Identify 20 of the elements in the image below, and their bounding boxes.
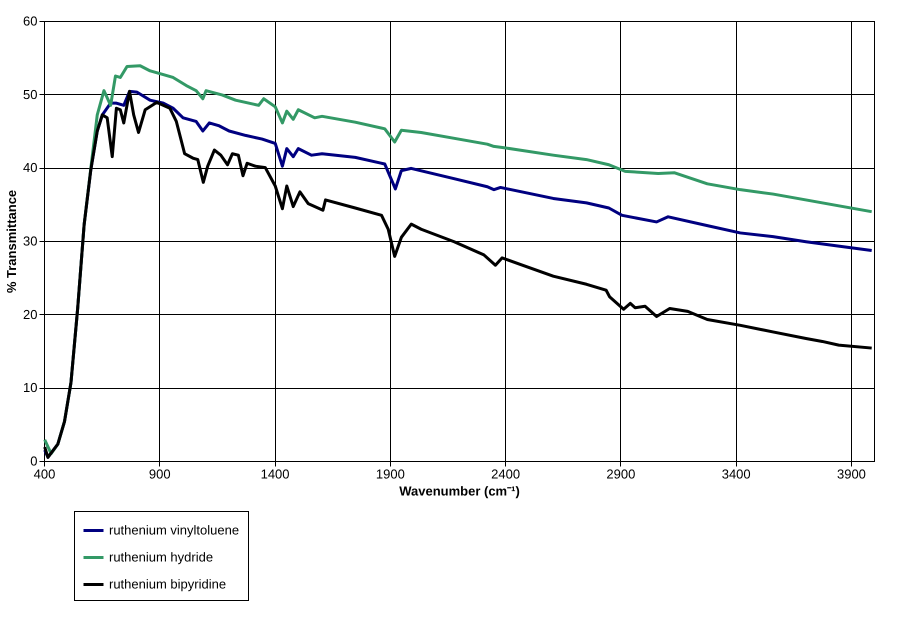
x-tick-label: 3900: [836, 466, 866, 482]
legend-label: ruthenium vinyltoluene: [109, 522, 240, 538]
x-tick-label: 1400: [260, 466, 290, 482]
y-tick-label: 0: [30, 454, 38, 468]
x-tick-label: 1900: [376, 466, 405, 482]
legend-label: ruthenium hydride: [109, 550, 214, 564]
x-axis-title: Wavenumber (cm⁻¹): [399, 484, 520, 498]
y-tick-label: 20: [23, 306, 38, 322]
y-axis-title: % Transmittance: [4, 190, 20, 294]
y-tick-label: 10: [23, 380, 38, 396]
x-tick-label: 400: [34, 466, 56, 482]
legend-label: ruthenium bipyridine: [109, 576, 226, 592]
y-tick-label: 50: [23, 86, 38, 102]
x-tick-label: 3400: [722, 466, 751, 482]
x-tick-label: 900: [148, 466, 171, 482]
x-tick-label: 2400: [491, 466, 520, 482]
y-tick-label: 30: [23, 234, 38, 248]
y-tick-label: 40: [23, 160, 38, 176]
x-tick-label: 2900: [606, 466, 636, 482]
y-tick-label: 60: [23, 14, 38, 28]
